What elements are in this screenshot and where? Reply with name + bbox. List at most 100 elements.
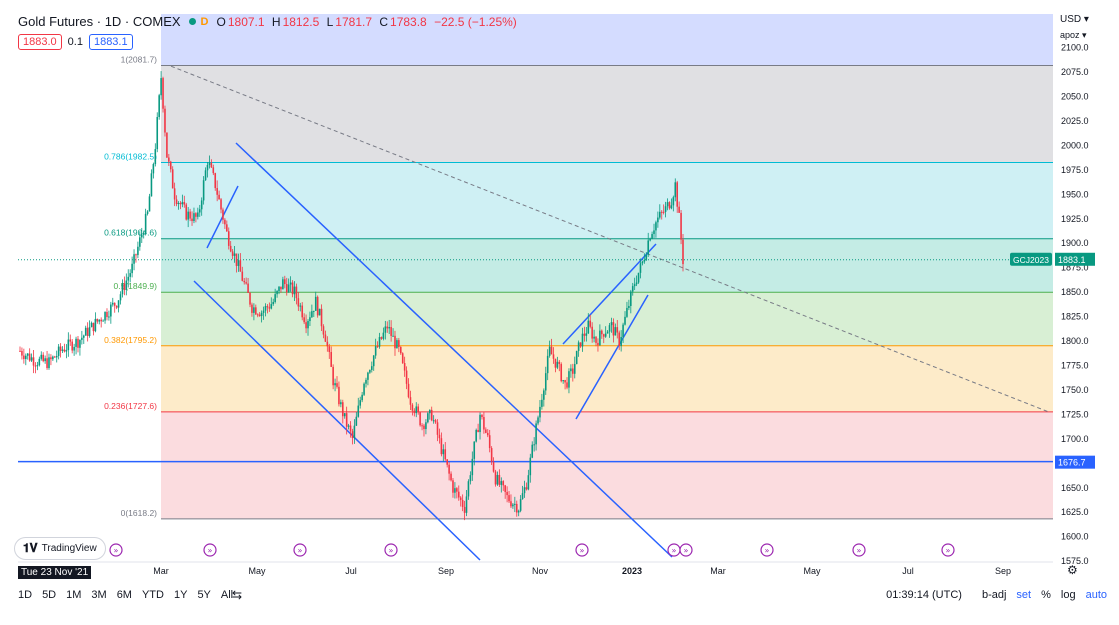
clock[interactable]: 01:39:14 (UTC) [886, 589, 962, 601]
candle-body [258, 314, 261, 317]
candle-body [218, 194, 220, 200]
candle-body [239, 260, 242, 272]
candle-body [309, 317, 311, 322]
fib-level-label: 0.382(1795.2) [104, 335, 157, 345]
candle-body [113, 302, 116, 306]
bid-button[interactable]: 1883.0 [18, 34, 62, 50]
candle-body [262, 310, 265, 313]
timeframe-button[interactable]: 3M [91, 589, 107, 601]
percent-toggle[interactable]: % [1041, 589, 1051, 601]
timeframe-button[interactable]: All [220, 589, 234, 601]
candle-body [129, 273, 131, 277]
candle-body [77, 338, 79, 348]
ask-button[interactable]: 1883.1 [88, 34, 133, 50]
settings-gear-icon[interactable]: ⚙ [1067, 563, 1078, 577]
candle-body [624, 316, 626, 325]
candle-body [156, 117, 159, 150]
candle-body [359, 400, 361, 406]
candle-body [546, 355, 549, 374]
symbol-title[interactable]: Gold Futures · 1D · COMEX [18, 14, 181, 29]
candle-body [297, 298, 300, 307]
last-price-tag: 1883.1 [1058, 255, 1086, 265]
timeframe-button[interactable]: 5Y [197, 589, 211, 601]
b-adj-toggle[interactable]: b-adj [981, 589, 1007, 601]
tradingview-logo-icon: 𝟏𝐕 [23, 541, 38, 555]
fib-zone [161, 65, 1053, 163]
candle-body [537, 417, 539, 424]
time-tick-label: May [803, 566, 821, 576]
candle-body [421, 425, 423, 427]
timeframe-button[interactable]: 5D [42, 589, 57, 601]
tradingview-badge[interactable]: 𝟏𝐕 TradingView [14, 537, 106, 560]
unit-selector[interactable]: apoz ▾ [1060, 30, 1087, 40]
event-marker-glyph: » [208, 546, 213, 555]
log-toggle[interactable]: log [1060, 589, 1076, 601]
chart-options: 01:39:14 (UTC) b-adj set % log auto [886, 589, 1107, 601]
event-marker-icon [679, 543, 693, 557]
candle-body [92, 322, 95, 332]
price-tick-label: 1825.0 [1061, 312, 1089, 322]
compare-icon[interactable]: ⇆ [232, 588, 243, 602]
candle-body [475, 429, 477, 442]
time-tick-label: Jul [902, 566, 914, 576]
candle-body [55, 355, 58, 358]
candle-body [183, 202, 186, 205]
candle-body [500, 481, 503, 485]
timeframe-button[interactable]: 1D [18, 589, 33, 601]
candle-body [680, 212, 682, 240]
candle-body [322, 326, 325, 335]
candle-body [216, 188, 218, 195]
high-label: H [271, 14, 281, 29]
candle-body [291, 282, 294, 295]
candle-body [450, 473, 452, 481]
auto-toggle[interactable]: auto [1085, 589, 1107, 601]
candle-body [459, 497, 462, 500]
candle-body [512, 504, 514, 507]
candle-body [376, 346, 379, 348]
candle-body [123, 283, 126, 291]
candle-body [200, 200, 203, 210]
timeframe-button[interactable]: 6M [116, 589, 132, 601]
candle-body [334, 383, 336, 386]
candle-body [48, 357, 50, 369]
candle-body [46, 358, 48, 369]
candle-body [40, 354, 43, 359]
candle-body [682, 239, 684, 265]
close-label: C [379, 14, 389, 29]
candle-body [357, 405, 360, 417]
candle-body [502, 481, 505, 486]
candle-body [148, 196, 151, 212]
candle-body [558, 361, 561, 365]
price-tick-label: 2100.0 [1061, 43, 1089, 53]
candle-body [82, 335, 85, 338]
currency-selector[interactable]: USD ▾ [1060, 14, 1089, 25]
candle-body [86, 327, 89, 337]
candle-body [539, 406, 541, 418]
candle-body [498, 474, 501, 485]
price-tick-label: 1650.0 [1061, 483, 1089, 493]
candle-body [274, 294, 276, 302]
candle-body [606, 331, 609, 334]
candle-body [641, 261, 644, 264]
candle-body [305, 322, 307, 329]
candle-body [666, 202, 669, 207]
channel-upper-line [235, 142, 673, 558]
crosshair-date-label: Tue 23 Nov '21 [18, 566, 92, 579]
event-marker-glyph: » [672, 546, 677, 555]
candle-body [639, 263, 642, 273]
candle-body [432, 420, 435, 422]
timeframe-button[interactable]: 1Y [173, 589, 188, 601]
candle-body [253, 307, 255, 313]
candle-body [446, 459, 448, 465]
candle-body [523, 487, 526, 494]
candle-body [384, 326, 387, 333]
candle-body [469, 475, 472, 482]
timeframe-button[interactable]: YTD [141, 589, 164, 601]
candle-body [293, 286, 296, 295]
candle-body [467, 481, 470, 497]
timeframe-button[interactable]: 1M [66, 589, 82, 601]
set-toggle[interactable]: set [1016, 589, 1032, 601]
candle-body [226, 224, 228, 232]
candle-body [428, 409, 431, 414]
